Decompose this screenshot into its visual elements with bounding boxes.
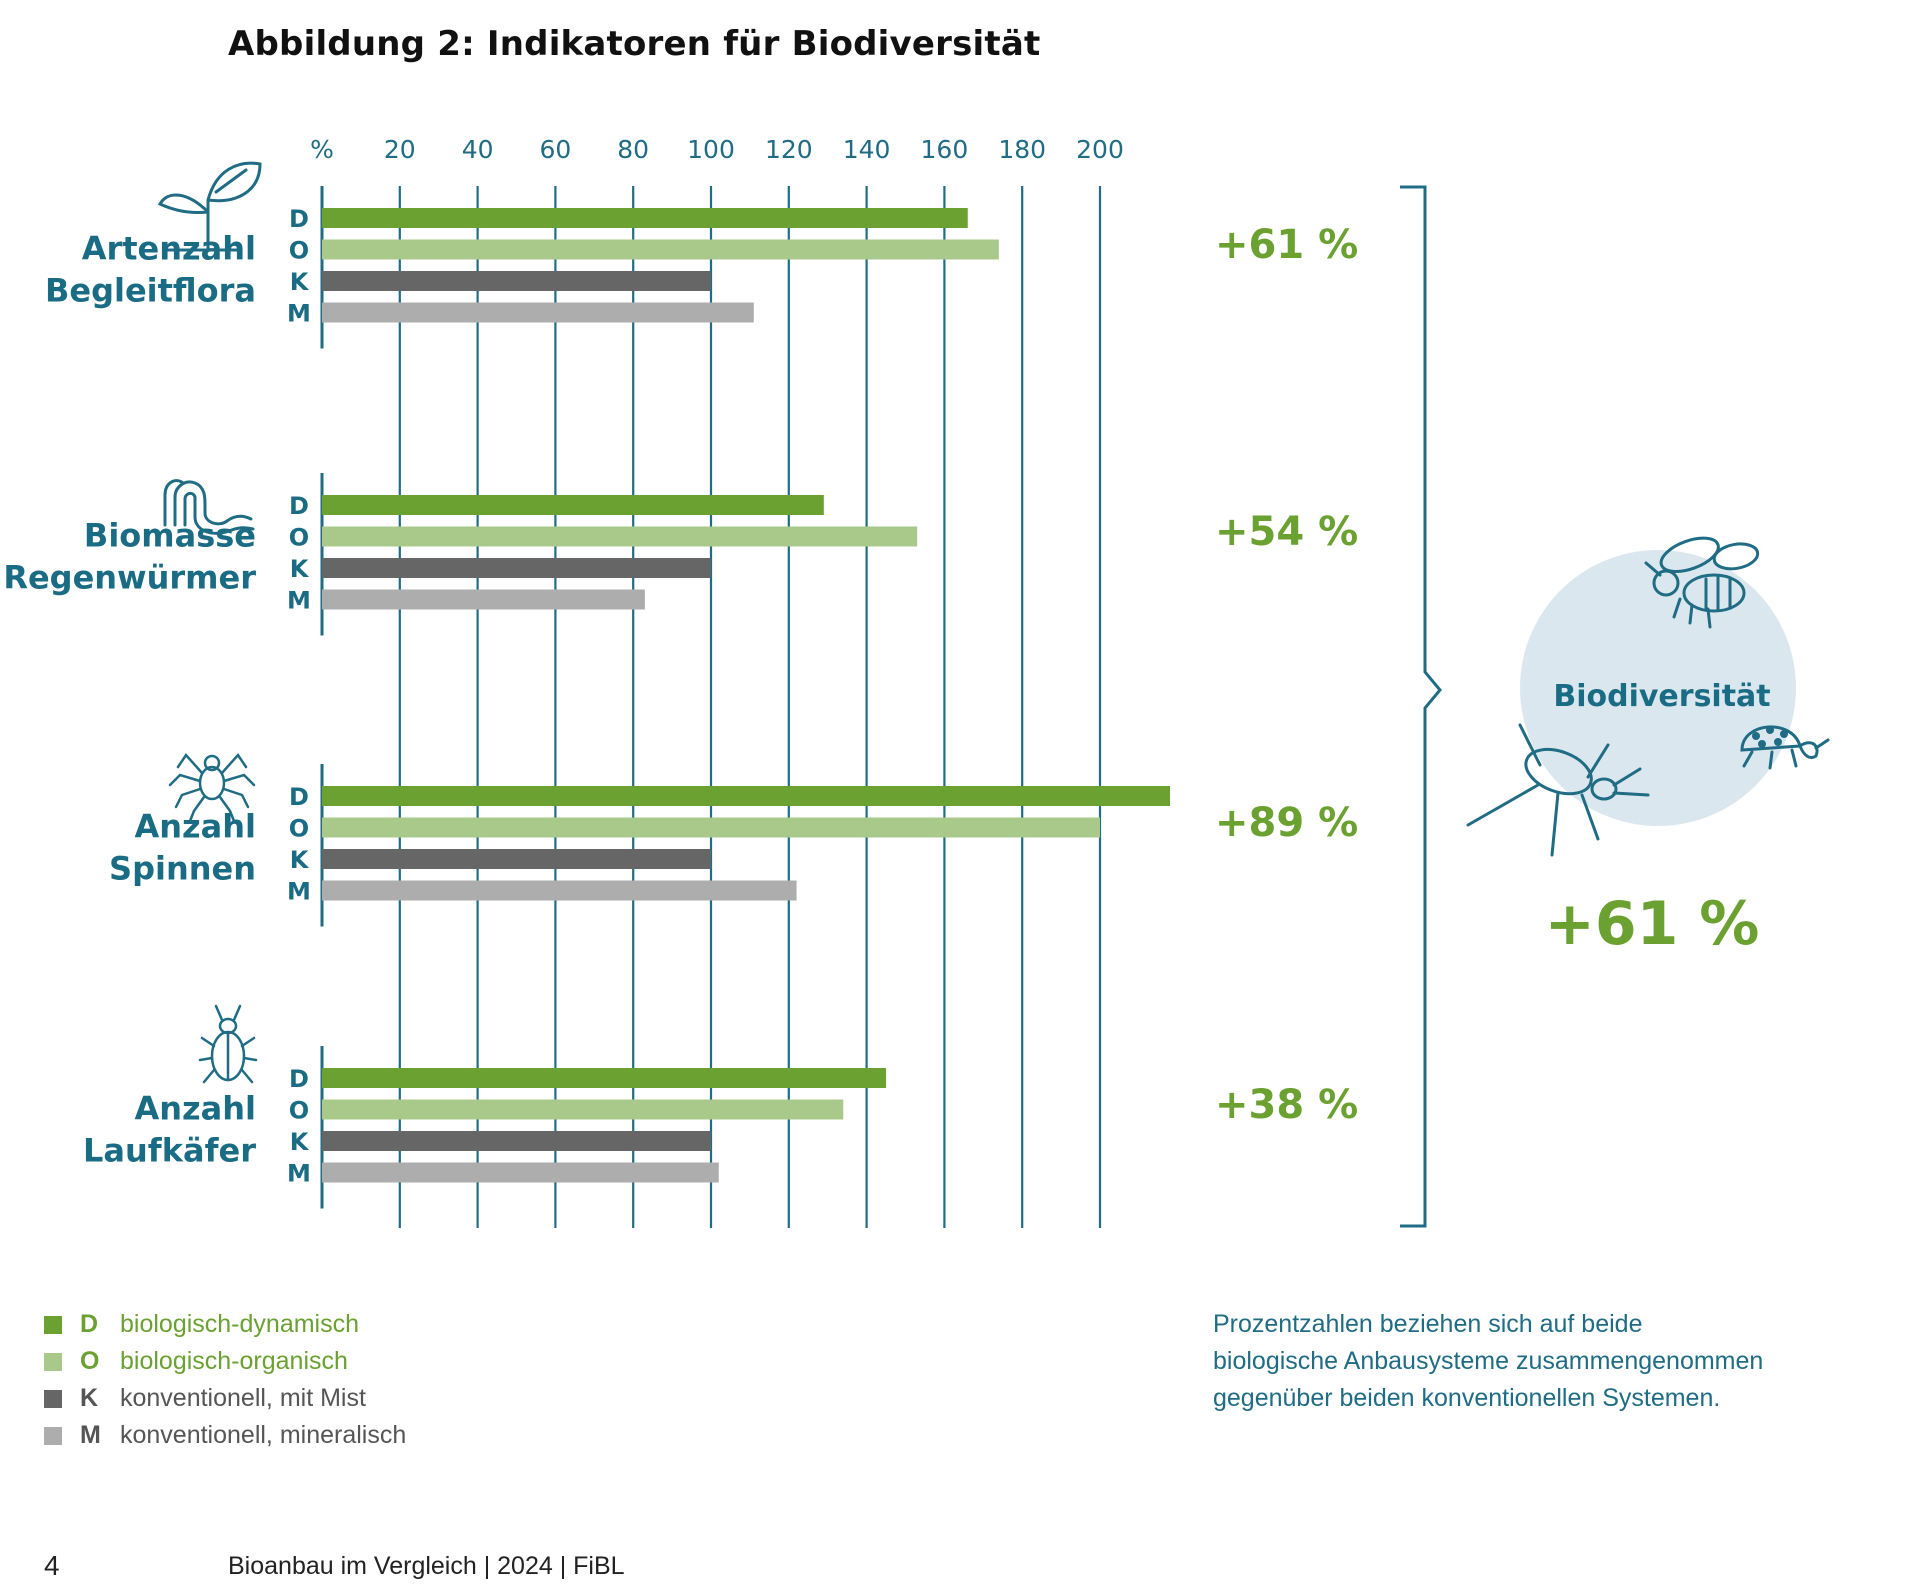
figure-title: Abbildung 2: Indikatoren für Biodiversit… (228, 24, 1041, 64)
change-percent: +61 % (1215, 222, 1358, 268)
legend-label: konventionell, mit Mist (120, 1384, 366, 1412)
bar-M (322, 1162, 719, 1183)
legend-swatch (44, 1315, 62, 1334)
summary-circle (1520, 550, 1796, 826)
bracket (1400, 185, 1442, 1228)
bar-key-label: D (289, 205, 309, 233)
legend-label: biologisch-dynamisch (120, 1310, 360, 1338)
footnote: Prozentzahlen beziehen sich auf beide bi… (1213, 1310, 1764, 1412)
x-tick-label: 20 (384, 135, 416, 164)
bar-key-label: O (289, 815, 309, 843)
bar-key-label: K (290, 555, 310, 583)
bar-D (322, 495, 824, 515)
x-tick-label: 100 (687, 135, 735, 164)
x-tick-label: 120 (765, 135, 813, 164)
bar-D (322, 208, 968, 228)
bar-key-label: K (290, 268, 310, 296)
x-tick-label: 180 (998, 135, 1046, 164)
ground-beetle-icon (1466, 723, 1650, 857)
bar-key-label: M (287, 878, 311, 906)
bar-key-label: O (289, 237, 309, 265)
bar-key-label: M (287, 300, 311, 328)
change-percent: +38 % (1215, 1082, 1358, 1128)
category-label: Regenwürmer (3, 558, 256, 596)
legend-swatch (44, 1426, 62, 1445)
x-tick-label: 200 (1076, 135, 1124, 164)
legend-key: K (80, 1384, 99, 1412)
x-tick-label: 40 (462, 135, 494, 164)
category-label: Begleitflora (45, 271, 256, 309)
page-number: 4 (44, 1550, 60, 1581)
x-tick-label: 60 (539, 135, 571, 164)
legend-swatch (44, 1352, 62, 1371)
bar-M (322, 589, 645, 610)
change-percent: +54 % (1215, 509, 1358, 555)
legend-key: O (80, 1347, 100, 1375)
x-tick-label: 160 (921, 135, 969, 164)
bar-M (322, 880, 797, 901)
bar-K (322, 558, 711, 578)
bar-D (322, 1068, 887, 1088)
bar-key-label: D (289, 783, 309, 811)
legend-key: D (80, 1310, 99, 1338)
bar-K (322, 1131, 711, 1151)
bar-key-label: O (289, 1097, 309, 1125)
bar-O (322, 817, 1100, 838)
legend-label: konventionell, mineralisch (120, 1421, 407, 1449)
legend-key: M (80, 1421, 101, 1449)
x-tick-label: 140 (843, 135, 891, 164)
bar-K (322, 271, 711, 291)
beetle-icon (198, 1004, 258, 1084)
bar-key-label: K (290, 846, 310, 874)
bar-key-label: K (290, 1128, 310, 1156)
biodiversity-bar-chart: % 20 40 60 80 100 120 140 160 180 200DOKMArtenzahl… (3, 135, 1830, 1228)
bar-O (322, 239, 999, 260)
bar-K (322, 849, 711, 869)
bar-O (322, 1099, 844, 1120)
summary-value: +61 % (1545, 889, 1760, 959)
summary-label: Biodiversität (1553, 679, 1770, 714)
bee-icon (1644, 536, 1760, 629)
category-label: Laufkäfer (83, 1131, 256, 1169)
category-label: Anzahl (134, 1089, 256, 1127)
bar-M (322, 302, 754, 323)
legend-swatch (44, 1389, 62, 1408)
change-percent: +89 % (1215, 800, 1358, 846)
x-tick-label: 80 (617, 135, 649, 164)
bar-key-label: D (289, 492, 309, 520)
bar-D (322, 786, 1171, 806)
worm-icon (163, 479, 255, 535)
bar-key-label: M (287, 1160, 311, 1188)
legend-label: biologisch-organisch (120, 1347, 348, 1375)
bar-key-label: D (289, 1065, 309, 1093)
category-label: Anzahl (134, 807, 256, 845)
x-axis-unit-label: % (310, 135, 334, 164)
category-label: Biomasse (84, 516, 256, 554)
spider-icon (168, 752, 256, 823)
bar-key-label: O (289, 524, 309, 552)
bar-key-label: M (287, 587, 311, 615)
ladybug-icon (1740, 725, 1830, 770)
footer-text: Bioanbau im Vergleich | 2024 | FiBL (228, 1552, 625, 1580)
category-label: Artenzahl (82, 229, 256, 267)
category-label: Spinnen (109, 849, 256, 887)
bar-O (322, 526, 918, 547)
plant-icon (157, 161, 262, 252)
